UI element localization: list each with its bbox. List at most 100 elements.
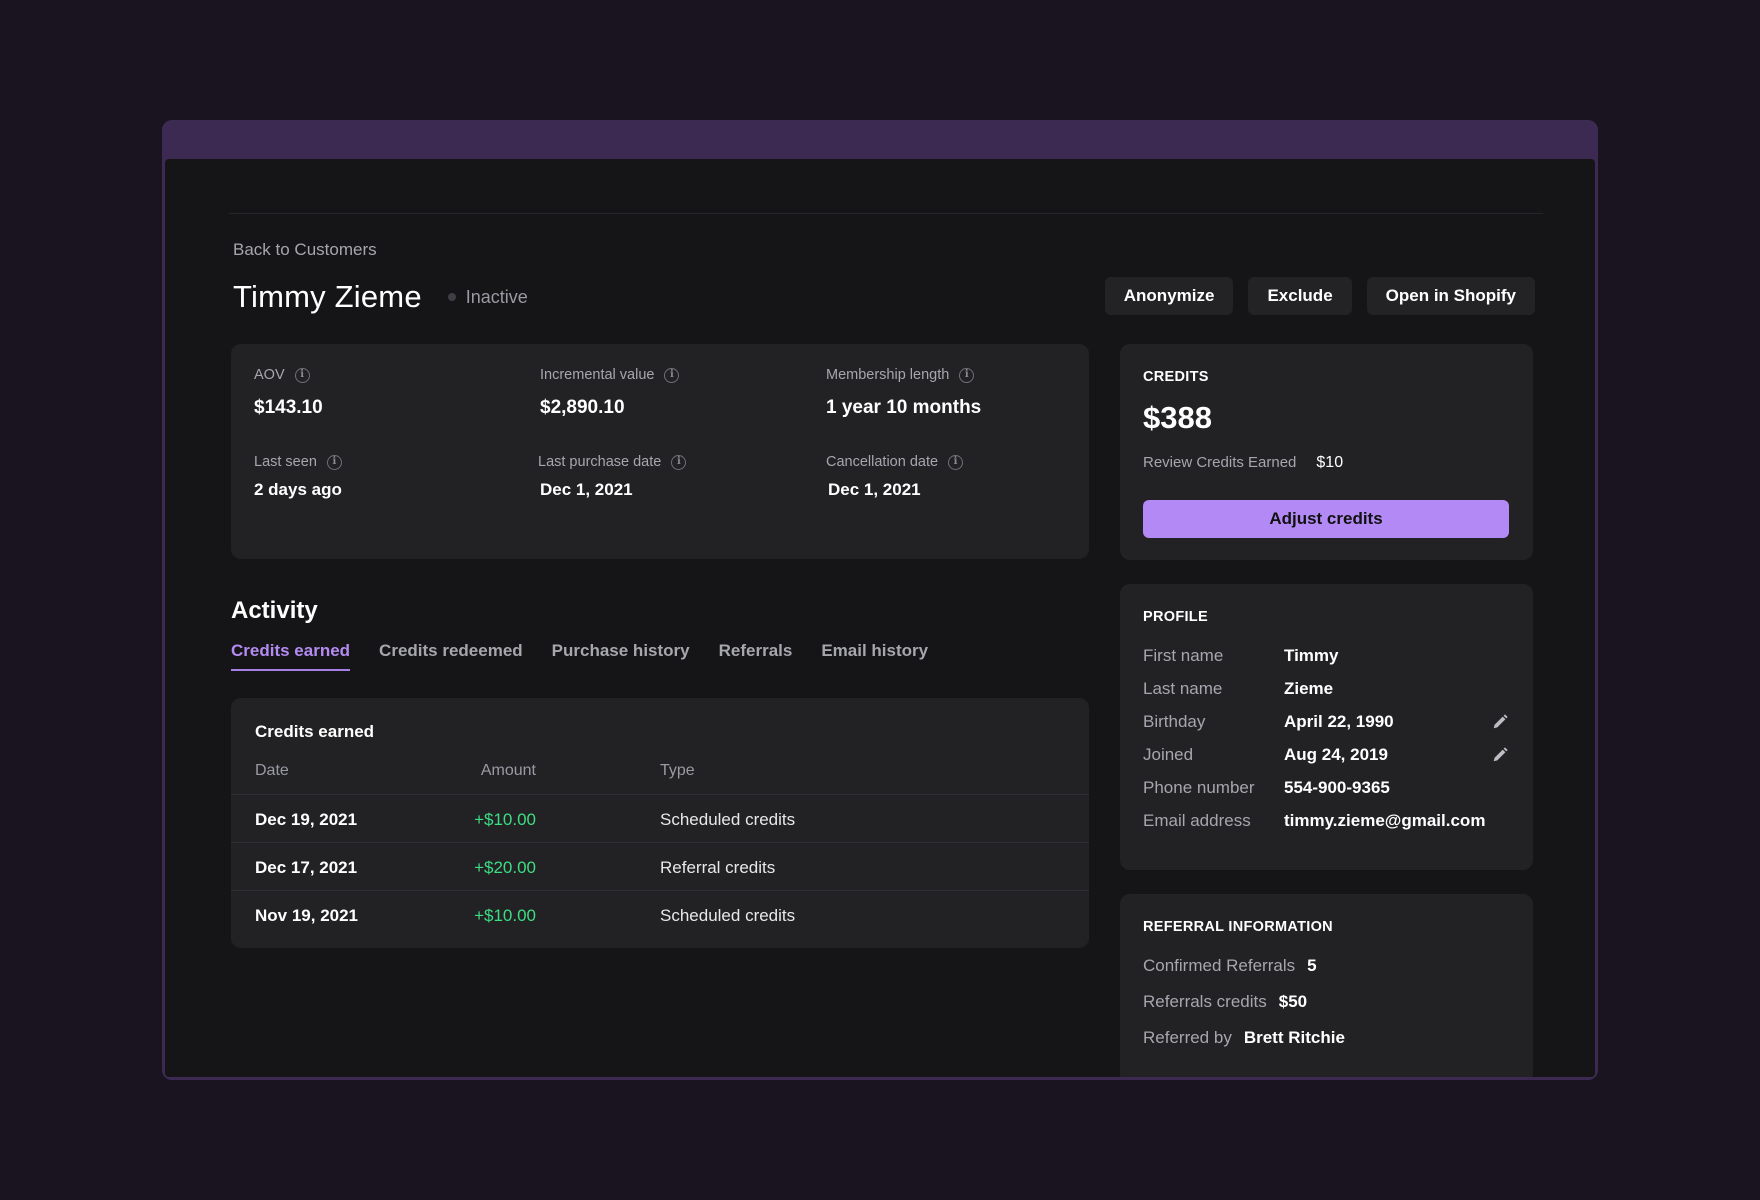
row-amount: +$20.00 xyxy=(474,858,536,877)
field-value: 554-900-9365 xyxy=(1284,778,1390,797)
customer-name: Timmy Zieme xyxy=(233,279,422,314)
column-header-amount: Amount xyxy=(480,762,536,779)
credits-card: CREDITS $388 Review Credits Earned $10 A… xyxy=(1120,344,1533,560)
tab-purchase-history[interactable]: Purchase history xyxy=(551,641,690,660)
credits-amount: $388 xyxy=(1143,400,1212,435)
field-label: Birthday xyxy=(1143,712,1206,731)
stat-label: Last seen xyxy=(254,454,317,470)
stat-label: Incremental value xyxy=(540,367,655,383)
stat-last-purchase-date: Last purchase date i Dec 1, 2021 xyxy=(538,454,687,500)
stat-value: 2 days ago xyxy=(254,480,342,499)
confirmed-referrals-value: 5 xyxy=(1307,956,1317,975)
profile-field-joined: Joined Aug 24, 2019 xyxy=(1143,745,1509,765)
referral-section-label: REFERRAL INFORMATION xyxy=(1143,919,1333,935)
profile-field-phone: Phone number 554-900-9365 xyxy=(1143,778,1509,798)
info-icon[interactable]: i xyxy=(664,367,680,383)
back-to-customers-link[interactable]: Back to Customers xyxy=(233,240,377,259)
stat-value: 1 year 10 months xyxy=(826,397,982,418)
activity-tabs: Credits earned Credits redeemed Purchase… xyxy=(231,641,928,671)
tab-credits-redeemed[interactable]: Credits redeemed xyxy=(379,641,523,660)
referred-by-row: Referred by Brett Ritchie xyxy=(1143,1028,1345,1048)
status-dot-icon xyxy=(447,293,456,301)
field-value: Timmy xyxy=(1284,646,1339,665)
field-label: Email address xyxy=(1143,811,1251,830)
row-date: Nov 19, 2021 xyxy=(255,906,359,925)
confirmed-referrals-row: Confirmed Referrals 5 xyxy=(1143,956,1317,976)
row-date: Dec 19, 2021 xyxy=(255,810,358,829)
exclude-button[interactable]: Exclude xyxy=(1248,277,1352,315)
confirmed-referrals-label: Confirmed Referrals xyxy=(1143,956,1296,975)
adjust-credits-button[interactable]: Adjust credits xyxy=(1143,500,1509,538)
referral-credits-label: Referrals credits xyxy=(1143,992,1267,1011)
stat-membership-length: Membership length i 1 year 10 months xyxy=(826,367,981,419)
field-value: Zieme xyxy=(1284,679,1334,698)
app-window: Back to Customers Timmy Zieme Inactive A… xyxy=(162,120,1598,1080)
customer-header: Timmy Zieme Inactive xyxy=(233,279,528,315)
anonymize-button[interactable]: Anonymize xyxy=(1104,277,1234,315)
tab-credits-earned[interactable]: Credits earned xyxy=(231,641,351,671)
field-label: First name xyxy=(1143,646,1224,665)
column-header-date: Date xyxy=(255,762,289,779)
profile-card: PROFILE First name Timmy Last name Zieme… xyxy=(1120,584,1533,870)
stat-aov: AOV i $143.10 xyxy=(254,367,323,419)
review-credits-row: Review Credits Earned $10 xyxy=(1143,454,1343,472)
referral-card: REFERRAL INFORMATION Confirmed Referrals… xyxy=(1120,894,1533,1077)
tab-email-history[interactable]: Email history xyxy=(821,641,929,660)
column-header-type: Type xyxy=(660,762,695,779)
stat-label: AOV xyxy=(254,367,285,383)
stat-value: Dec 1, 2021 xyxy=(540,480,633,499)
pencil-icon[interactable] xyxy=(1491,746,1509,764)
stats-card: AOV i $143.10 Incremental value i $2,890.1… xyxy=(231,344,1089,559)
profile-field-last-name: Last name Zieme xyxy=(1143,679,1509,699)
profile-field-birthday: Birthday April 22, 1990 xyxy=(1143,712,1509,732)
review-credits-label: Review Credits Earned xyxy=(1143,454,1297,471)
table-title: Credits earned xyxy=(255,722,375,741)
info-icon[interactable]: i xyxy=(959,367,975,383)
stat-label: Cancellation date xyxy=(826,454,939,470)
field-label: Joined xyxy=(1143,745,1194,764)
credits-section-label: CREDITS xyxy=(1143,369,1209,385)
stat-label: Last purchase date xyxy=(538,454,662,470)
info-icon[interactable]: i xyxy=(948,454,964,470)
divider xyxy=(229,213,1543,214)
referred-by-label: Referred by xyxy=(1143,1028,1232,1047)
referral-credits-value: $50 xyxy=(1278,992,1308,1011)
review-credits-value: $10 xyxy=(1316,454,1344,471)
referral-credits-row: Referrals credits $50 xyxy=(1143,992,1307,1012)
stat-label: Membership length xyxy=(826,367,950,383)
table-row: Nov 19, 2021 +$10.00 Scheduled credits xyxy=(231,890,1089,938)
row-type: Referral credits xyxy=(660,858,776,877)
field-label: Last name xyxy=(1143,679,1223,698)
stat-cancellation-date: Cancellation date i Dec 1, 2021 xyxy=(826,454,964,500)
table-row: Dec 17, 2021 +$20.00 Referral credits xyxy=(231,842,1089,890)
info-icon[interactable]: i xyxy=(294,367,310,383)
pencil-icon[interactable] xyxy=(1491,713,1509,731)
field-value: April 22, 1990 xyxy=(1284,712,1394,731)
stat-last-seen: Last seen i 2 days ago xyxy=(254,454,342,500)
stat-incremental-value: Incremental value i $2,890.10 xyxy=(540,367,680,419)
status-indicator: Inactive xyxy=(447,286,528,308)
status-label: Inactive xyxy=(465,286,528,307)
credits-earned-table: Credits earned Date Amount Type Dec 19, … xyxy=(231,698,1089,948)
profile-field-first-name: First name Timmy xyxy=(1143,646,1509,666)
row-type: Scheduled credits xyxy=(660,906,796,925)
row-type: Scheduled credits xyxy=(660,810,796,829)
field-value: Aug 24, 2019 xyxy=(1284,745,1388,764)
field-label: Phone number xyxy=(1143,778,1255,797)
header-actions: Anonymize Exclude Open in Shopify xyxy=(1104,277,1535,315)
info-icon[interactable]: i xyxy=(671,454,687,470)
stat-value: $2,890.10 xyxy=(540,397,625,418)
customer-detail-panel: Back to Customers Timmy Zieme Inactive A… xyxy=(165,159,1595,1077)
info-icon[interactable]: i xyxy=(326,454,342,470)
activity-title: Activity xyxy=(231,597,318,624)
stat-value: Dec 1, 2021 xyxy=(828,480,921,499)
open-in-shopify-button[interactable]: Open in Shopify xyxy=(1366,277,1535,315)
referred-by-value[interactable]: Brett Ritchie xyxy=(1243,1028,1345,1047)
stat-value: $143.10 xyxy=(254,397,323,418)
row-date: Dec 17, 2021 xyxy=(255,858,358,877)
row-amount: +$10.00 xyxy=(474,906,536,925)
profile-section-label: PROFILE xyxy=(1143,609,1208,625)
field-value: timmy.zieme@gmail.com xyxy=(1284,811,1486,830)
tab-referrals[interactable]: Referrals xyxy=(718,641,793,660)
table-row: Dec 19, 2021 +$10.00 Scheduled credits xyxy=(231,794,1089,842)
